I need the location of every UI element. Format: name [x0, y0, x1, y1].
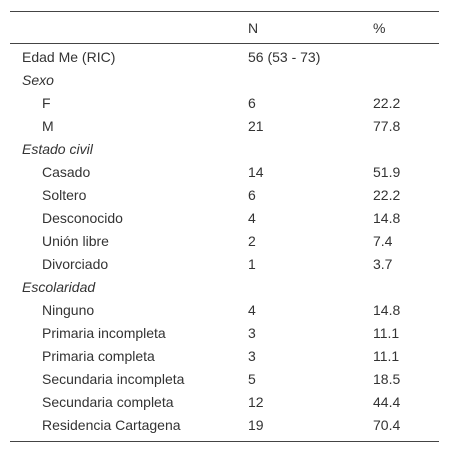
section-label: Sexo	[22, 71, 54, 88]
table-row: Unión libre 2 7.4	[10, 229, 439, 252]
pct-cell: 44.4	[373, 393, 401, 410]
table-row: Sexo	[10, 68, 439, 91]
section-label: Estado civil	[22, 140, 93, 157]
row-label: Residencia Cartagena	[42, 416, 181, 433]
table-row: Edad Me (RIC) 56 (53 - 73)	[10, 45, 439, 68]
pct-cell: 22.2	[373, 94, 401, 111]
row-label: Soltero	[42, 186, 87, 203]
pct-cell: 3.7	[373, 255, 393, 272]
section-label: Escolaridad	[22, 278, 96, 295]
n-cell: 3	[248, 347, 256, 364]
row-label: Unión libre	[42, 232, 109, 249]
header-cell: N	[248, 19, 259, 36]
pct-cell: 11.1	[373, 347, 400, 364]
table-row: M 21 77.8	[10, 114, 439, 137]
pct-cell: 11.1	[373, 324, 400, 341]
table-row: Divorciado 1 3.7	[10, 252, 439, 275]
row-label: Divorciado	[42, 255, 109, 272]
pct-cell: 51.9	[373, 163, 401, 180]
n-cell: 1	[248, 255, 256, 272]
pct-cell: 7.4	[373, 232, 393, 249]
row-label: Edad Me (RIC)	[22, 48, 116, 65]
row-label: Casado	[42, 163, 91, 180]
table-row: Escolaridad	[10, 275, 439, 298]
pct-cell: 77.8	[373, 117, 401, 134]
n-cell: 21	[248, 117, 264, 134]
table-row: Primaria completa 3 11.1	[10, 344, 439, 367]
n-cell: 5	[248, 370, 256, 387]
n-cell: 19	[248, 416, 264, 433]
row-label: Primaria incompleta	[42, 324, 166, 341]
n-cell: 3	[248, 324, 256, 341]
row-label: Secundaria incompleta	[42, 370, 185, 387]
table-row: F 6 22.2	[10, 91, 439, 114]
pct-cell: 18.5	[373, 370, 401, 387]
n-cell: 4	[248, 301, 256, 318]
pct-cell: 22.2	[373, 186, 401, 203]
table: N % Edad Me (RIC) 56 (53 - 73) Sexo F 6 22.2 M…	[10, 11, 439, 442]
row-label: F	[42, 94, 51, 111]
header-row: N %	[10, 12, 439, 44]
table-row: Soltero 6 22.2	[10, 183, 439, 206]
table-row: Desconocido 4 14.8	[10, 206, 439, 229]
row-label: M	[42, 117, 54, 134]
header-cell: %	[373, 19, 386, 36]
n-cell: 6	[248, 94, 256, 111]
n-cell: 2	[248, 232, 256, 249]
table-row: Casado 14 51.9	[10, 160, 439, 183]
row-label: Ninguno	[42, 301, 95, 318]
n-cell: 12	[248, 393, 264, 410]
pct-cell: 14.8	[373, 301, 401, 318]
pct-cell: 70.4	[373, 416, 401, 433]
n-cell: 14	[248, 163, 264, 180]
table-row: Secundaria incompleta 5 18.5	[10, 367, 439, 390]
table-row: Residencia Cartagena 19 70.4	[10, 413, 439, 436]
row-label: Desconocido	[42, 209, 123, 226]
n-cell: 6	[248, 186, 256, 203]
table-row: Secundaria completa 12 44.4	[10, 390, 439, 413]
row-label: Secundaria completa	[42, 393, 174, 410]
row-label: Primaria completa	[42, 347, 155, 364]
table-row: Estado civil	[10, 137, 439, 160]
table-row: Ninguno 4 14.8	[10, 298, 439, 321]
n-cell: 4	[248, 209, 256, 226]
pct-cell: 14.8	[373, 209, 401, 226]
n-cell: 56 (53 - 73)	[248, 48, 321, 65]
table-row: Primaria incompleta 3 11.1	[10, 321, 439, 344]
